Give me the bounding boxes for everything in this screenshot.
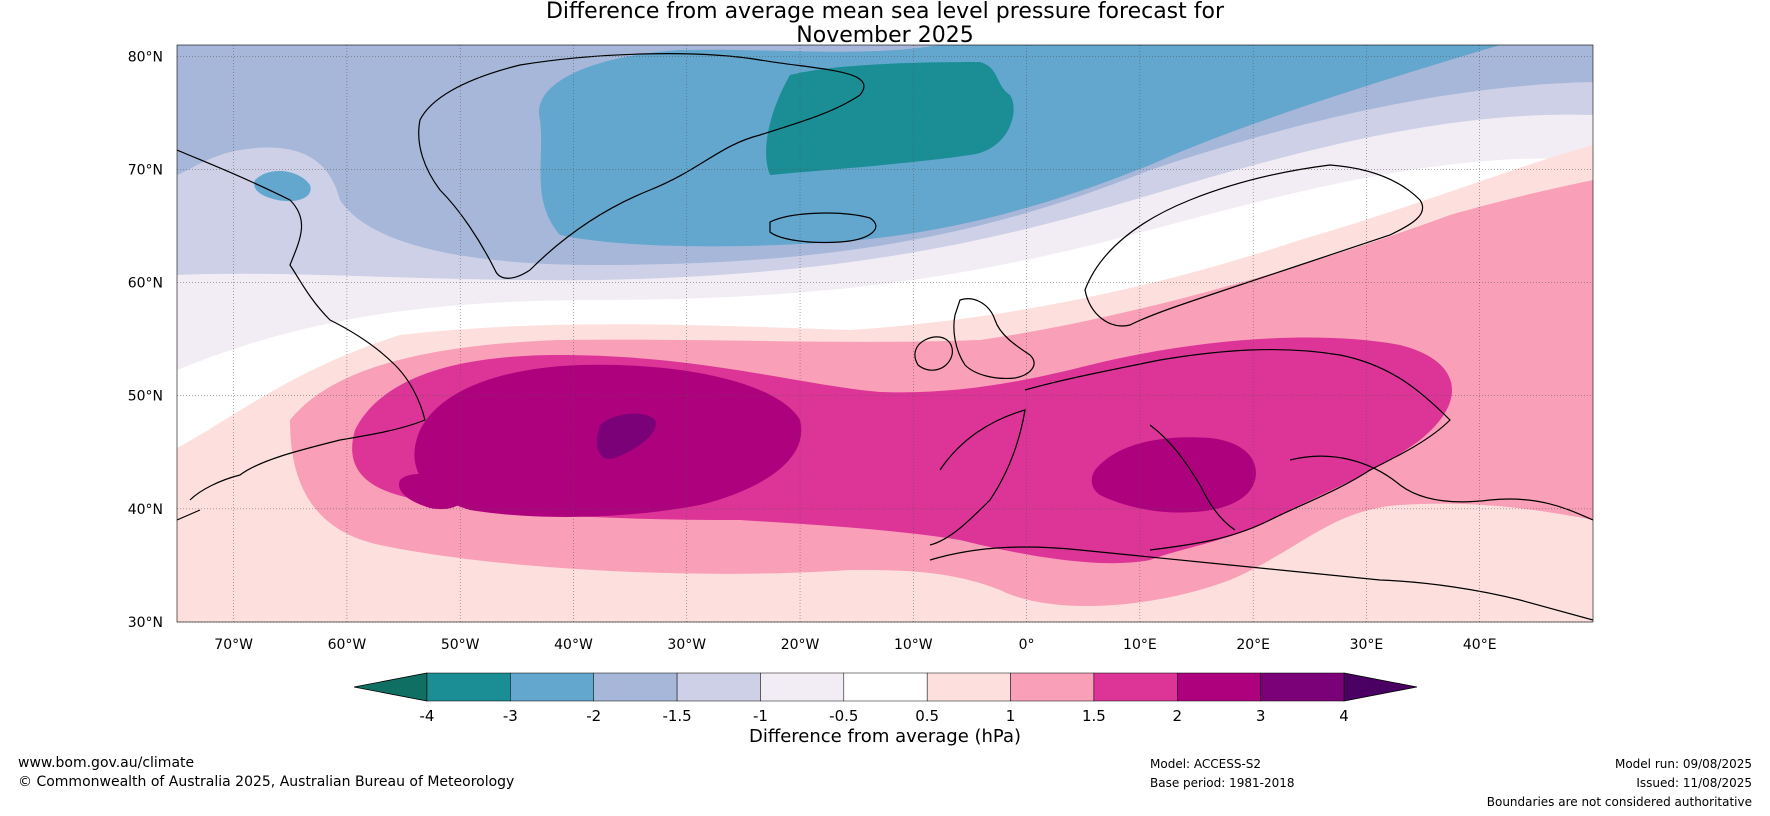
lon-tick-label: 40°W <box>554 637 593 653</box>
model-run-text: Model run: 09/08/2025 <box>1614 757 1752 771</box>
base-period-text: Base period: 1981-2018 <box>1150 776 1295 790</box>
colorbar-tick-label: 4 <box>1339 707 1349 725</box>
lat-tick-label: 40°N <box>128 502 163 518</box>
lon-tick-label: 10°E <box>1123 637 1157 653</box>
colorbar-band <box>426 672 511 702</box>
title-line-2: November 2025 <box>796 23 974 48</box>
north-africa-coast <box>929 546 1593 621</box>
copyright-text: © Commonwealth of Australia 2025, Austra… <box>18 774 515 790</box>
colorbar-band <box>593 672 678 702</box>
lon-tick-label: 50°W <box>441 637 480 653</box>
anomaly-field <box>177 45 1593 622</box>
issued-text: Issued: 11/08/2025 <box>1636 776 1752 790</box>
colorbar-tick-label: -3 <box>503 707 518 725</box>
colorbar-tick-label: 0.5 <box>915 707 939 725</box>
website-text: www.bom.gov.au/climate <box>18 755 195 771</box>
lat-tick-label: 70°N <box>128 162 163 178</box>
colorbar-tick-label: -4 <box>420 707 435 725</box>
model-text: Model: ACCESS-S2 <box>1150 757 1262 771</box>
lon-tick-label: 70°W <box>214 637 253 653</box>
colorbar-band <box>1260 672 1345 702</box>
longitude-labels: 70°W 60°W 50°W 40°W 30°W 20°W 10°W 0° 10°E 20°E 30… <box>214 637 1496 653</box>
colorbar-band <box>1177 672 1261 702</box>
europe-mainland-coast <box>929 348 1593 551</box>
lat-tick-label: 30°N <box>128 615 163 631</box>
latitude-labels: 80°N 70°N 60°N 50°N 40°N 30°N <box>128 49 163 631</box>
colorbar-tick-label: 1 <box>1006 707 1016 725</box>
british-isles-coast <box>914 298 1035 380</box>
colorbar-band <box>926 672 1011 702</box>
colorbar-band <box>676 672 761 702</box>
north-america-coast <box>177 149 426 521</box>
title-line-1: Difference from average mean sea level p… <box>545 0 1225 24</box>
colorbar-label: Difference from average (hPa) <box>748 726 1022 747</box>
lon-tick-label: 0° <box>1019 637 1035 653</box>
greenland-coast <box>418 53 865 279</box>
scandinavia-coast <box>1084 164 1424 327</box>
lon-tick-label: 30°W <box>667 637 706 653</box>
colorbar-tick-label: 2 <box>1172 707 1182 725</box>
lon-tick-label: 10°W <box>894 637 933 653</box>
colorbar: -4 -3 -2 -1.5 -1 -0.5 0.5 1 1.5 2 3 4 <box>353 672 1418 725</box>
lon-tick-label: 60°W <box>328 637 367 653</box>
italy-coast <box>1149 424 1236 531</box>
iceland-coast <box>769 212 877 244</box>
lat-tick-label: 50°N <box>128 389 163 405</box>
lon-tick-label: 40°E <box>1463 637 1497 653</box>
colorbar-tick-label: -1 <box>753 707 768 725</box>
lon-tick-label: 20°W <box>781 637 820 653</box>
colorbar-over-arrow <box>1343 672 1418 702</box>
gridlines <box>177 45 1593 623</box>
map-title: Difference from average mean sea level p… <box>0 0 1770 48</box>
contour-neg-3 <box>766 62 1014 175</box>
colorbar-band <box>843 672 928 702</box>
colorbar-tick-label: 1.5 <box>1082 707 1106 725</box>
contour-pos-2-small <box>399 474 463 510</box>
lat-tick-label: 80°N <box>128 49 163 65</box>
colorbar-band <box>1010 672 1095 702</box>
colorbar-band <box>760 672 845 702</box>
colorbar-tick-label: -0.5 <box>829 707 858 725</box>
colorbar-tick-label: 3 <box>1256 707 1266 725</box>
colorbar-tick-label: -2 <box>586 707 601 725</box>
disclaimer-text: Boundaries are not considered authoritat… <box>1486 795 1752 809</box>
contour-neg-2-small <box>254 170 311 202</box>
map-frame <box>176 44 1594 623</box>
colorbar-under-arrow <box>353 672 428 702</box>
lon-tick-label: 20°E <box>1236 637 1270 653</box>
lat-tick-label: 60°N <box>128 276 163 292</box>
lon-tick-label: 30°E <box>1350 637 1384 653</box>
colorbar-band <box>1093 672 1178 702</box>
contour-neg-2 <box>539 45 1500 247</box>
coastlines <box>177 53 1593 621</box>
colorbar-tick-label: -1.5 <box>662 707 691 725</box>
contour-pos-2-east <box>1091 437 1256 513</box>
contour-pos-3 <box>596 413 656 459</box>
colorbar-band <box>510 672 594 702</box>
